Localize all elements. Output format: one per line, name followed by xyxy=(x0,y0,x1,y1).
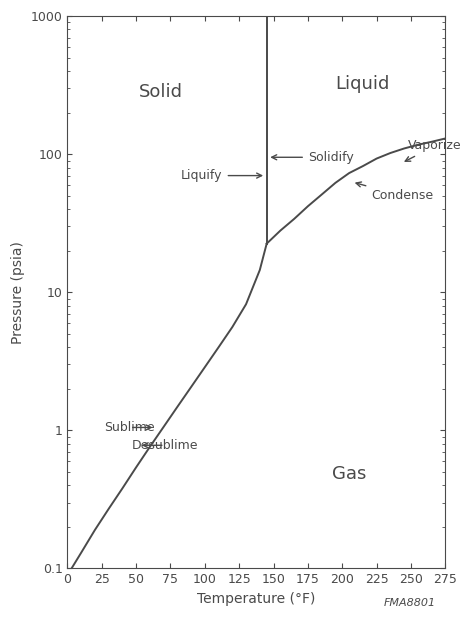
Text: Solidify: Solidify xyxy=(272,151,354,164)
Text: Liquify: Liquify xyxy=(181,169,262,182)
Text: Desublime: Desublime xyxy=(131,439,198,452)
Text: Vaporize: Vaporize xyxy=(405,139,462,161)
Text: Condense: Condense xyxy=(356,182,433,202)
Text: Solid: Solid xyxy=(139,83,183,101)
X-axis label: Temperature (°F): Temperature (°F) xyxy=(197,592,316,606)
Y-axis label: Pressure (psia): Pressure (psia) xyxy=(11,241,25,344)
Text: Gas: Gas xyxy=(332,465,366,483)
Text: Sublime: Sublime xyxy=(104,421,155,434)
Text: FMA8801: FMA8801 xyxy=(384,598,436,608)
Text: Liquid: Liquid xyxy=(336,75,390,93)
